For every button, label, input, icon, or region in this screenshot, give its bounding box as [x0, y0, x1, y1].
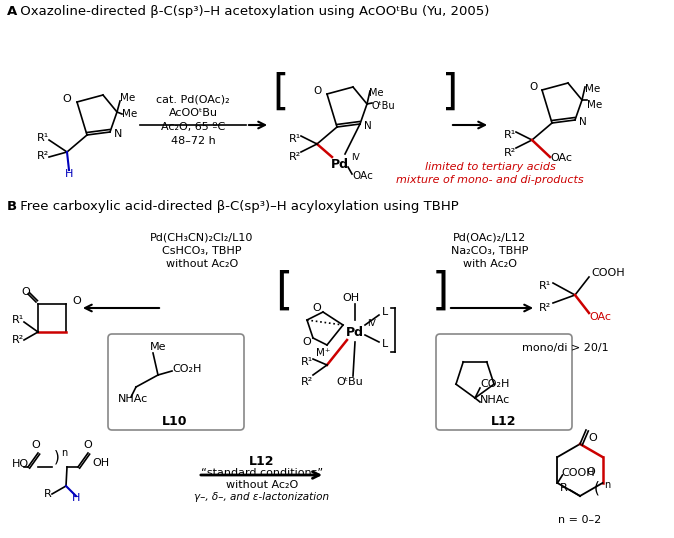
Text: [: [ [272, 72, 288, 114]
Text: A: A [7, 5, 18, 18]
Text: NHAc: NHAc [480, 395, 510, 405]
Text: R: R [44, 489, 52, 499]
Text: OAc: OAc [589, 312, 611, 322]
Text: ]: ] [432, 270, 450, 313]
Text: O: O [32, 440, 40, 450]
Text: NHAc: NHAc [118, 394, 148, 404]
Text: R¹: R¹ [12, 315, 24, 325]
FancyBboxPatch shape [108, 334, 244, 430]
Text: Pd(OAc)₂/L12: Pd(OAc)₂/L12 [454, 233, 526, 243]
Text: N: N [579, 117, 587, 127]
Text: R²: R² [37, 151, 49, 161]
Text: AcOOᵗBu: AcOOᵗBu [168, 109, 218, 118]
Text: without Ac₂O: without Ac₂O [166, 259, 238, 269]
Text: R: R [560, 483, 568, 493]
Text: R¹: R¹ [504, 130, 516, 140]
Text: R²: R² [504, 148, 516, 158]
Text: H: H [72, 493, 80, 503]
Text: cat. Pd(OAc)₂: cat. Pd(OAc)₂ [156, 95, 230, 105]
Text: OAc: OAc [352, 171, 373, 181]
Text: R¹: R¹ [301, 357, 313, 367]
Text: O: O [84, 440, 92, 450]
Text: Me: Me [585, 84, 601, 94]
Text: mono/di > 20/1: mono/di > 20/1 [522, 343, 609, 353]
Text: R¹: R¹ [289, 134, 301, 144]
Text: L12: L12 [491, 415, 517, 428]
Text: R²: R² [539, 303, 551, 313]
Text: R¹: R¹ [37, 133, 49, 143]
Text: Me: Me [120, 93, 135, 103]
Text: O: O [72, 296, 81, 306]
Text: CsHCO₃, TBHP: CsHCO₃, TBHP [162, 246, 242, 256]
Text: ): ) [54, 450, 60, 464]
Text: M⁺: M⁺ [316, 348, 330, 358]
Text: O: O [303, 337, 311, 347]
Text: Me: Me [150, 342, 166, 352]
Text: Me: Me [587, 100, 603, 110]
Text: limited to tertiary acids: limited to tertiary acids [425, 162, 555, 172]
Text: L: L [382, 339, 388, 349]
Text: L: L [382, 307, 388, 317]
Text: COOH: COOH [591, 268, 625, 278]
Text: OH: OH [92, 458, 109, 468]
Text: OᵗBu: OᵗBu [336, 377, 363, 387]
Text: OᵗBu: OᵗBu [371, 101, 394, 111]
Text: Me: Me [122, 109, 137, 119]
Text: O: O [588, 433, 596, 443]
Text: ]: ] [442, 72, 458, 114]
Text: OAc: OAc [550, 153, 572, 163]
Text: Na₂CO₃, TBHP: Na₂CO₃, TBHP [452, 246, 528, 256]
Text: mixture of mono- and di-products: mixture of mono- and di-products [396, 175, 584, 185]
Text: γ–, δ–, and ε-lactonization: γ–, δ–, and ε-lactonization [194, 492, 330, 502]
Text: [: [ [275, 270, 293, 313]
Text: O: O [313, 303, 321, 313]
Text: O: O [529, 82, 537, 92]
Text: “standard conditions”: “standard conditions” [201, 468, 323, 478]
Text: O: O [22, 287, 30, 297]
Text: R¹: R¹ [539, 281, 551, 291]
Text: Ac₂O, 65 ºC: Ac₂O, 65 ºC [161, 122, 225, 132]
Text: HO: HO [12, 459, 29, 469]
Text: N: N [364, 121, 372, 131]
Text: Free carboxylic acid-directed β-C(sp³)–H acyloxylation using TBHP: Free carboxylic acid-directed β-C(sp³)–H… [16, 200, 459, 213]
Text: H: H [65, 169, 73, 179]
Text: Pd: Pd [331, 158, 349, 171]
Text: B: B [7, 200, 17, 213]
Text: Pd(CH₃CN)₂Cl₂/L10: Pd(CH₃CN)₂Cl₂/L10 [150, 233, 253, 243]
Text: O: O [586, 467, 595, 477]
Text: IV: IV [351, 153, 360, 162]
Text: OH: OH [342, 293, 359, 303]
Text: CO₂H: CO₂H [480, 379, 510, 389]
Text: R²: R² [301, 377, 313, 387]
Text: n = 0–2: n = 0–2 [558, 515, 602, 525]
Text: L10: L10 [162, 415, 188, 428]
Text: 48–72 h: 48–72 h [171, 136, 216, 145]
Text: Pd: Pd [346, 325, 364, 338]
Text: CO₂H: CO₂H [172, 364, 202, 374]
Text: n: n [61, 448, 67, 458]
Text: O: O [63, 94, 71, 104]
Text: O: O [314, 86, 322, 96]
Text: R²: R² [12, 335, 24, 345]
Text: without Ac₂O: without Ac₂O [226, 480, 298, 490]
Text: Me: Me [369, 88, 384, 98]
Text: IV: IV [367, 320, 375, 329]
Text: (: ( [594, 480, 599, 495]
Text: L12: L12 [249, 455, 275, 468]
Text: Oxazoline-directed β-C(sp³)–H acetoxylation using AcOOᵗBu (Yu, 2005): Oxazoline-directed β-C(sp³)–H acetoxylat… [16, 5, 489, 18]
Text: N: N [114, 129, 123, 139]
Text: with Ac₂O: with Ac₂O [463, 259, 517, 269]
FancyBboxPatch shape [436, 334, 572, 430]
Text: COOH: COOH [561, 468, 595, 478]
Text: R²: R² [289, 152, 301, 162]
Text: n: n [605, 480, 611, 490]
